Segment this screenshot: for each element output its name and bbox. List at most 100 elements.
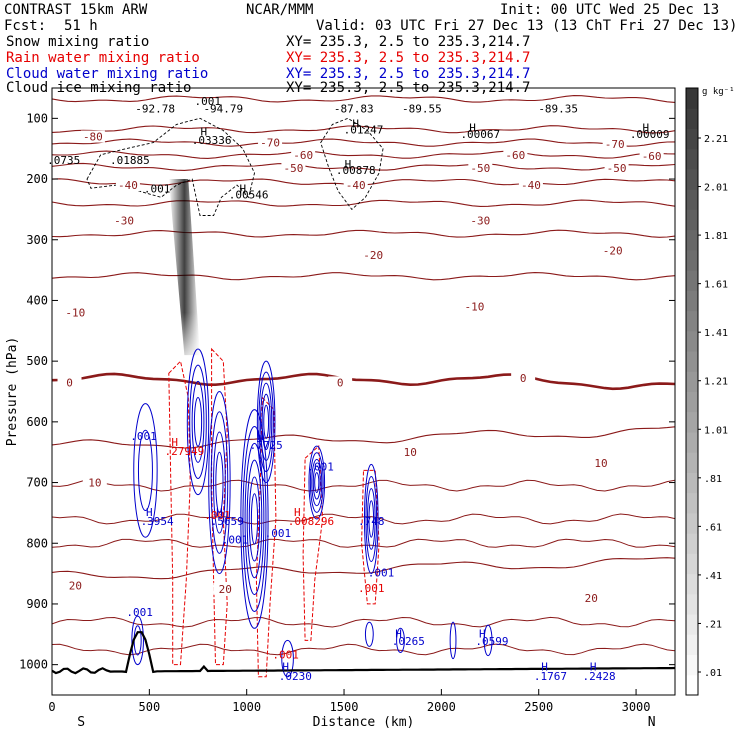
- cloud-water-contour: [131, 615, 144, 666]
- rain-label: .008296: [288, 515, 334, 528]
- cloud-water-contour: [133, 403, 158, 538]
- snow-ice-label: H: [345, 158, 352, 171]
- isotherm-label-bg: [115, 179, 140, 192]
- snow-ice-label: -89.55: [402, 102, 442, 115]
- isotherm-label: -10: [65, 307, 85, 320]
- snow-ice-label: .03336: [192, 134, 232, 147]
- isotherm--50: [52, 162, 675, 171]
- cloud-water-contour: [309, 452, 324, 513]
- cloud-water-contour: [363, 463, 379, 575]
- colorbar-label: .01: [704, 668, 722, 679]
- x-tick-label: 2500: [524, 700, 553, 714]
- plot-frame: [51, 87, 676, 696]
- cloud-water-label: .001: [307, 460, 334, 473]
- cloud-water-label: .0265: [392, 635, 425, 648]
- snow-plume: [168, 179, 200, 356]
- isotherm-label: -60: [505, 149, 525, 162]
- colorbar-segment: [686, 351, 698, 372]
- field-xy-snow: XY= 235.3, 2.5 to 235.3,214.7: [286, 34, 531, 50]
- cloud-water-contour: [210, 411, 229, 554]
- rain-contour: [302, 445, 324, 641]
- y-tick-label: 400: [26, 293, 48, 307]
- snow-ice-label: -89.35: [538, 102, 578, 115]
- rain-contour: [255, 396, 277, 678]
- cloud-water-label: H: [590, 661, 597, 674]
- y-axis-title: Pressure (hPa): [5, 337, 20, 447]
- isotherm-label: 20: [585, 592, 598, 605]
- colorbar-segment: [686, 472, 698, 494]
- isotherm-label: 20: [219, 583, 232, 596]
- cloud-water-contour: [396, 627, 405, 653]
- isotherm-label: 20: [69, 580, 82, 593]
- isotherm-label: -80: [83, 131, 103, 144]
- isotherm-label: -70: [260, 137, 280, 150]
- isotherm-label-bg: [361, 248, 386, 261]
- x-tick-label: 0: [48, 700, 55, 714]
- cloud-water-label: .748: [358, 515, 385, 528]
- isotherm--90: [52, 95, 675, 103]
- cloud-water-contour: [258, 371, 274, 473]
- cloud-water-label: H: [395, 627, 402, 640]
- snow-ice-label: .00878: [336, 164, 376, 177]
- isotherm-label: -60: [642, 150, 662, 163]
- colorbar-segment: [686, 674, 698, 696]
- colorbar-segment: [686, 290, 698, 312]
- isotherm-label: -20: [603, 245, 623, 258]
- terrain-line: [52, 631, 675, 675]
- rain-contour: [211, 347, 228, 666]
- cloud-water-contour: [193, 397, 203, 447]
- cloud-water-contour: [311, 458, 323, 507]
- colorbar-segment: [686, 189, 698, 210]
- x-axis-title: Distance (km): [313, 715, 415, 730]
- isotherm-extra: [52, 616, 675, 628]
- snow-ice-label: H: [239, 182, 246, 195]
- cloud-water-label: .7725: [250, 439, 283, 452]
- isotherm-extra: [52, 643, 675, 656]
- colorbar-frame: [685, 87, 699, 696]
- isotherm-label: -40: [118, 179, 138, 192]
- rain-label: .001: [204, 509, 231, 522]
- isotherm-label-bg: [112, 214, 137, 227]
- cloud-ice-contour: [86, 117, 255, 216]
- cloud-water-contour: [215, 451, 224, 514]
- cloud-water-label: .001: [368, 567, 395, 580]
- isotherm-label: -50: [607, 162, 627, 175]
- colorbar-segment: [686, 229, 698, 251]
- snow-ice-label: .001: [144, 182, 171, 195]
- colorbar-segment: [686, 593, 698, 615]
- snow-ice-label: .01247: [344, 124, 384, 137]
- cloud-water-contour: [368, 500, 375, 538]
- isotherm-label-bg: [291, 148, 316, 161]
- snow-ice-label: .001: [195, 95, 222, 108]
- model-title: CONTRAST 15km ARW: [4, 2, 148, 18]
- y-tick-label: 1000: [19, 658, 48, 672]
- isotherm--60: [52, 150, 675, 159]
- isotherm-label-bg: [589, 457, 614, 470]
- y-tick-label: 100: [26, 111, 48, 125]
- rain-label: .001: [272, 649, 299, 662]
- cloud-water-label: H: [216, 506, 223, 519]
- x-tick-label: 500: [139, 700, 161, 714]
- cloud-water-contour: [260, 382, 273, 461]
- isotherm-label: -50: [283, 162, 303, 175]
- snow-ice-label: -94.79: [203, 102, 243, 115]
- colorbar-label: 2.21: [704, 134, 728, 145]
- isotherm-label: 0: [520, 372, 527, 385]
- colorbar-unit: g kg⁻¹: [702, 87, 735, 97]
- y-tick-label: 700: [26, 476, 48, 490]
- isotherm--10: [52, 272, 675, 281]
- field-xy-rain: XY= 235.3, 2.5 to 235.3,214.7: [286, 50, 531, 66]
- isotherm-label-bg: [63, 579, 88, 592]
- colorbar-segment: [686, 249, 698, 271]
- colorbar-segment: [686, 614, 698, 635]
- rain-contour: [168, 360, 191, 666]
- colorbar-segment: [686, 452, 698, 473]
- colorbar-segment: [686, 128, 698, 150]
- cloud-water-contour: [263, 404, 270, 439]
- colorbar-label: 1.01: [704, 425, 728, 436]
- field-name-rain: Rain water mixing ratio: [6, 50, 200, 66]
- colorbar-label: 1.61: [704, 280, 728, 291]
- colorbar-label: 2.01: [704, 183, 728, 194]
- cloud-water-contour: [314, 472, 320, 493]
